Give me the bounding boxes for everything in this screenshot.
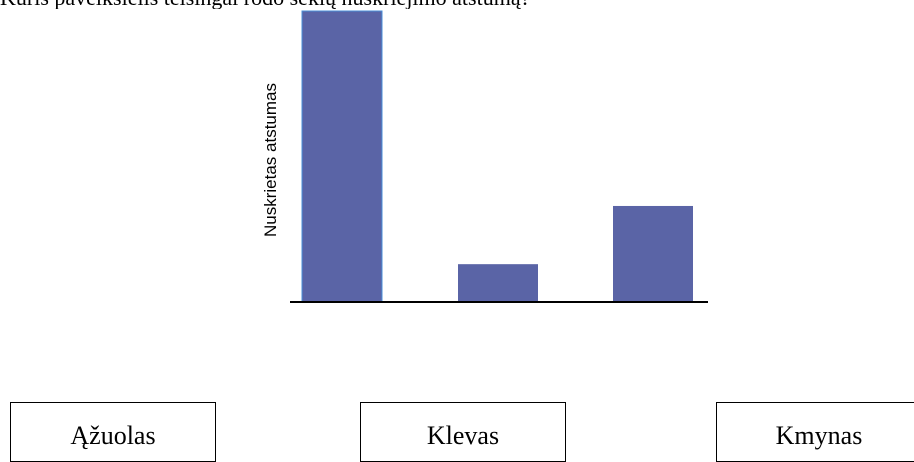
bar-ąžuolas bbox=[301, 10, 383, 303]
bar-klevas bbox=[458, 264, 538, 302]
label-box-klevas[interactable]: Klevas bbox=[360, 402, 566, 462]
bar-chart: Nuskrietas atstumas bbox=[261, 10, 708, 303]
bars-group bbox=[301, 10, 693, 303]
label-box-azuolas[interactable]: Ąžuolas bbox=[10, 402, 216, 462]
label-box-text: Klevas bbox=[426, 421, 500, 450]
label-box-kmynas[interactable]: Kmynas bbox=[716, 402, 914, 462]
y-axis-label: Nuskrietas atstumas bbox=[261, 83, 280, 237]
bar-kmynas bbox=[613, 205, 693, 302]
label-box-text: Ąžuolas bbox=[70, 421, 156, 450]
label-box-text: Kmynas bbox=[775, 421, 863, 450]
clipped-question-text: Kuris paveikslėlis teisingai rodo sėklų … bbox=[0, 0, 914, 9]
